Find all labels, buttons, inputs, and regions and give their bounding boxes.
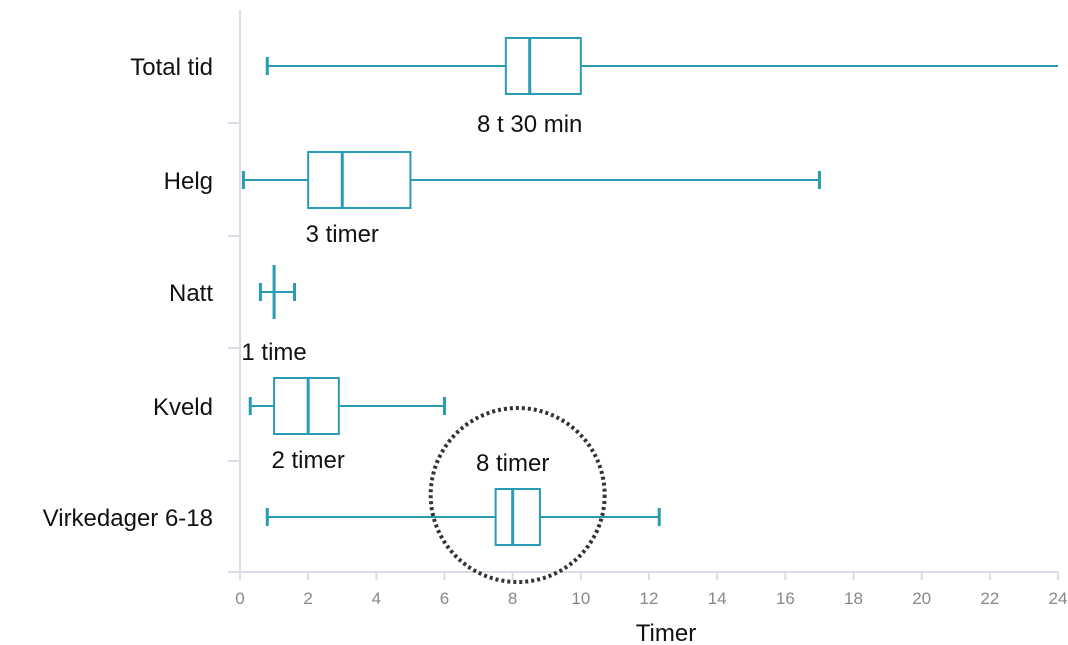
x-tick-label: 2 (303, 589, 312, 608)
category-labels: Total tid Helg Natt Kveld Virkedager 6-18 (43, 54, 214, 532)
iqr-box (494, 488, 541, 546)
x-tick-label: 0 (235, 589, 244, 608)
highlight-circle (428, 406, 607, 584)
x-tick-label: 10 (571, 589, 590, 608)
x-tick-label: 22 (980, 589, 999, 608)
x-axis-title: Timer (636, 620, 696, 645)
boxplot-natt (258, 265, 297, 319)
box-series (241, 37, 1058, 546)
median-label: 8 t 30 min (477, 111, 582, 138)
category-label: Virkedager 6-18 (43, 505, 213, 532)
median-label: 8 timer (476, 450, 549, 477)
iqr-box (273, 377, 340, 435)
x-tick-label: 14 (708, 589, 727, 608)
x-tick-label: 20 (912, 589, 931, 608)
x-tick-label: 12 (640, 589, 659, 608)
boxplot-total-tid (265, 37, 1058, 95)
iqr-box (504, 37, 582, 95)
median-label: 3 timer (306, 221, 379, 248)
category-label: Total tid (130, 54, 213, 81)
x-tick-label: 4 (372, 589, 381, 608)
x-tick-label: 24 (1049, 589, 1068, 608)
boxplot-virkedager-6-18 (265, 488, 661, 546)
x-tick-label: 18 (844, 589, 863, 608)
category-label: Natt (169, 280, 213, 307)
median-labels: 8 t 30 min 3 timer 1 time 2 timer 8 timer (241, 111, 582, 477)
axis-layer (228, 10, 1058, 573)
median-label: 1 time (241, 339, 306, 366)
iqr-box (307, 151, 412, 209)
category-label: Kveld (153, 394, 213, 421)
median-label: 2 timer (271, 447, 344, 474)
x-tick-label: 16 (776, 589, 795, 608)
boxplot-helg (241, 151, 821, 209)
x-tick-label: 6 (440, 589, 449, 608)
highlight-layer (428, 406, 607, 584)
boxplot-kveld (248, 377, 446, 435)
category-label: Helg (164, 168, 213, 195)
x-axis-ticks: 0 2 4 6 8 10 12 14 16 18 20 22 24 (235, 572, 1067, 608)
x-tick-label: 8 (508, 589, 517, 608)
